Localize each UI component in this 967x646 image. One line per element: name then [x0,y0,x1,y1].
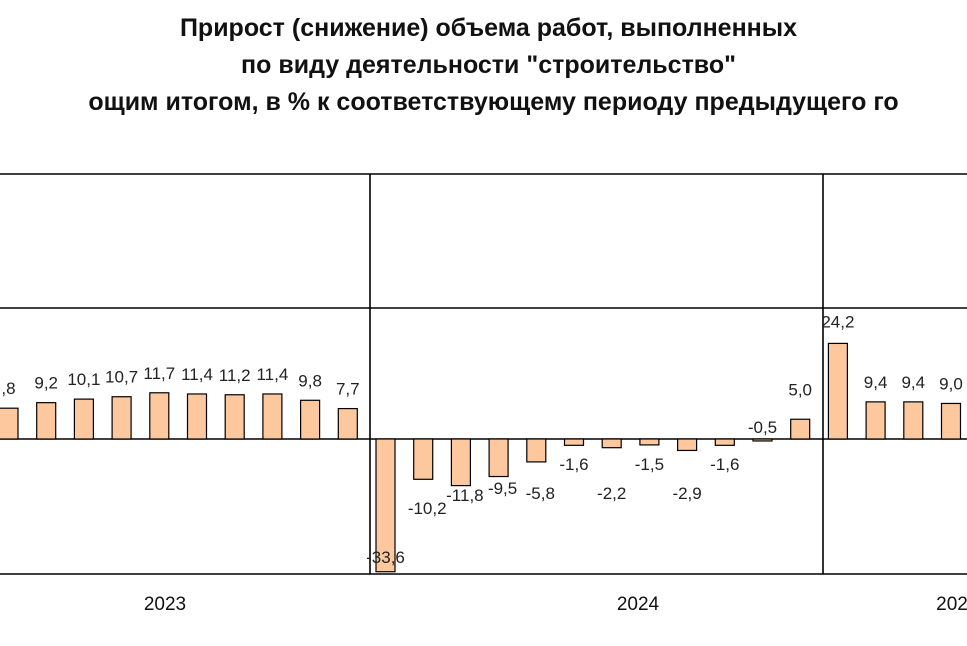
bar [186,393,208,440]
data-label: -2,9 [672,484,701,503]
chart-title-line-3: ощим итогом, в % к соответствующему пери… [88,88,899,116]
bar [563,438,585,446]
data-label: -0,5 [748,418,777,437]
bar [488,438,509,478]
bar [375,438,396,573]
bar [526,438,547,463]
chart-title-line-1: Прирост (снижение) объема работ, выполне… [179,14,798,42]
year-labels: 2023 2024 202 [144,594,967,615]
chart-title-line-2: по виду деятельности "строительство" [241,51,736,79]
data-label: 11,7 [143,364,175,383]
data-label: -33,6 [366,548,405,567]
data-label: 11,4 [181,365,213,384]
year-label: 2024 [617,594,660,615]
data-label: 24,2 [821,312,854,331]
data-label: -1,6 [710,455,739,474]
bar [224,394,245,440]
bar [413,438,434,480]
data-label: -9,5 [488,479,517,498]
bar [73,398,95,440]
bar [262,393,283,440]
bar [601,438,622,449]
data-label: -10,2 [408,499,447,518]
bar [903,401,924,440]
bar [36,402,57,440]
data-label: -11,8 [446,486,484,505]
data-label: -5,8 [526,484,555,503]
bar [714,438,735,446]
bar [450,438,471,487]
bar [940,402,962,440]
bar [827,342,849,440]
data-label: -1,6 [559,455,588,474]
data-label: 9,2 [34,374,58,393]
data-label: 9,0 [939,374,963,393]
data-label: 11,2 [219,366,251,385]
bar [149,392,170,440]
bar [752,438,773,442]
data-labels: ,8 9,2 10,1 10,7 11,7 11,4 11,2 11,4 9,8 7,7 -33,6… [1,312,962,567]
data-label: 11,4 [256,365,288,384]
bar [0,407,19,440]
data-label: -2,2 [597,484,626,503]
bar [639,438,660,446]
data-label: 9,4 [864,373,888,392]
bar [790,418,811,440]
bars [0,342,962,573]
data-label: 9,8 [298,371,322,390]
data-label: 10,7 [105,368,138,387]
data-label: -1,5 [635,455,664,474]
year-label: 2023 [144,594,186,615]
year-label: 202 [936,594,967,615]
data-label: 10,1 [67,370,100,389]
data-label: 9,4 [901,373,925,392]
bar [337,407,358,440]
data-label: ,8 [1,379,15,398]
bar [676,438,698,452]
bar [300,399,321,440]
data-label: 7,7 [336,380,360,399]
bar [111,396,132,440]
bar [865,401,886,440]
data-label: 5,0 [788,380,812,399]
